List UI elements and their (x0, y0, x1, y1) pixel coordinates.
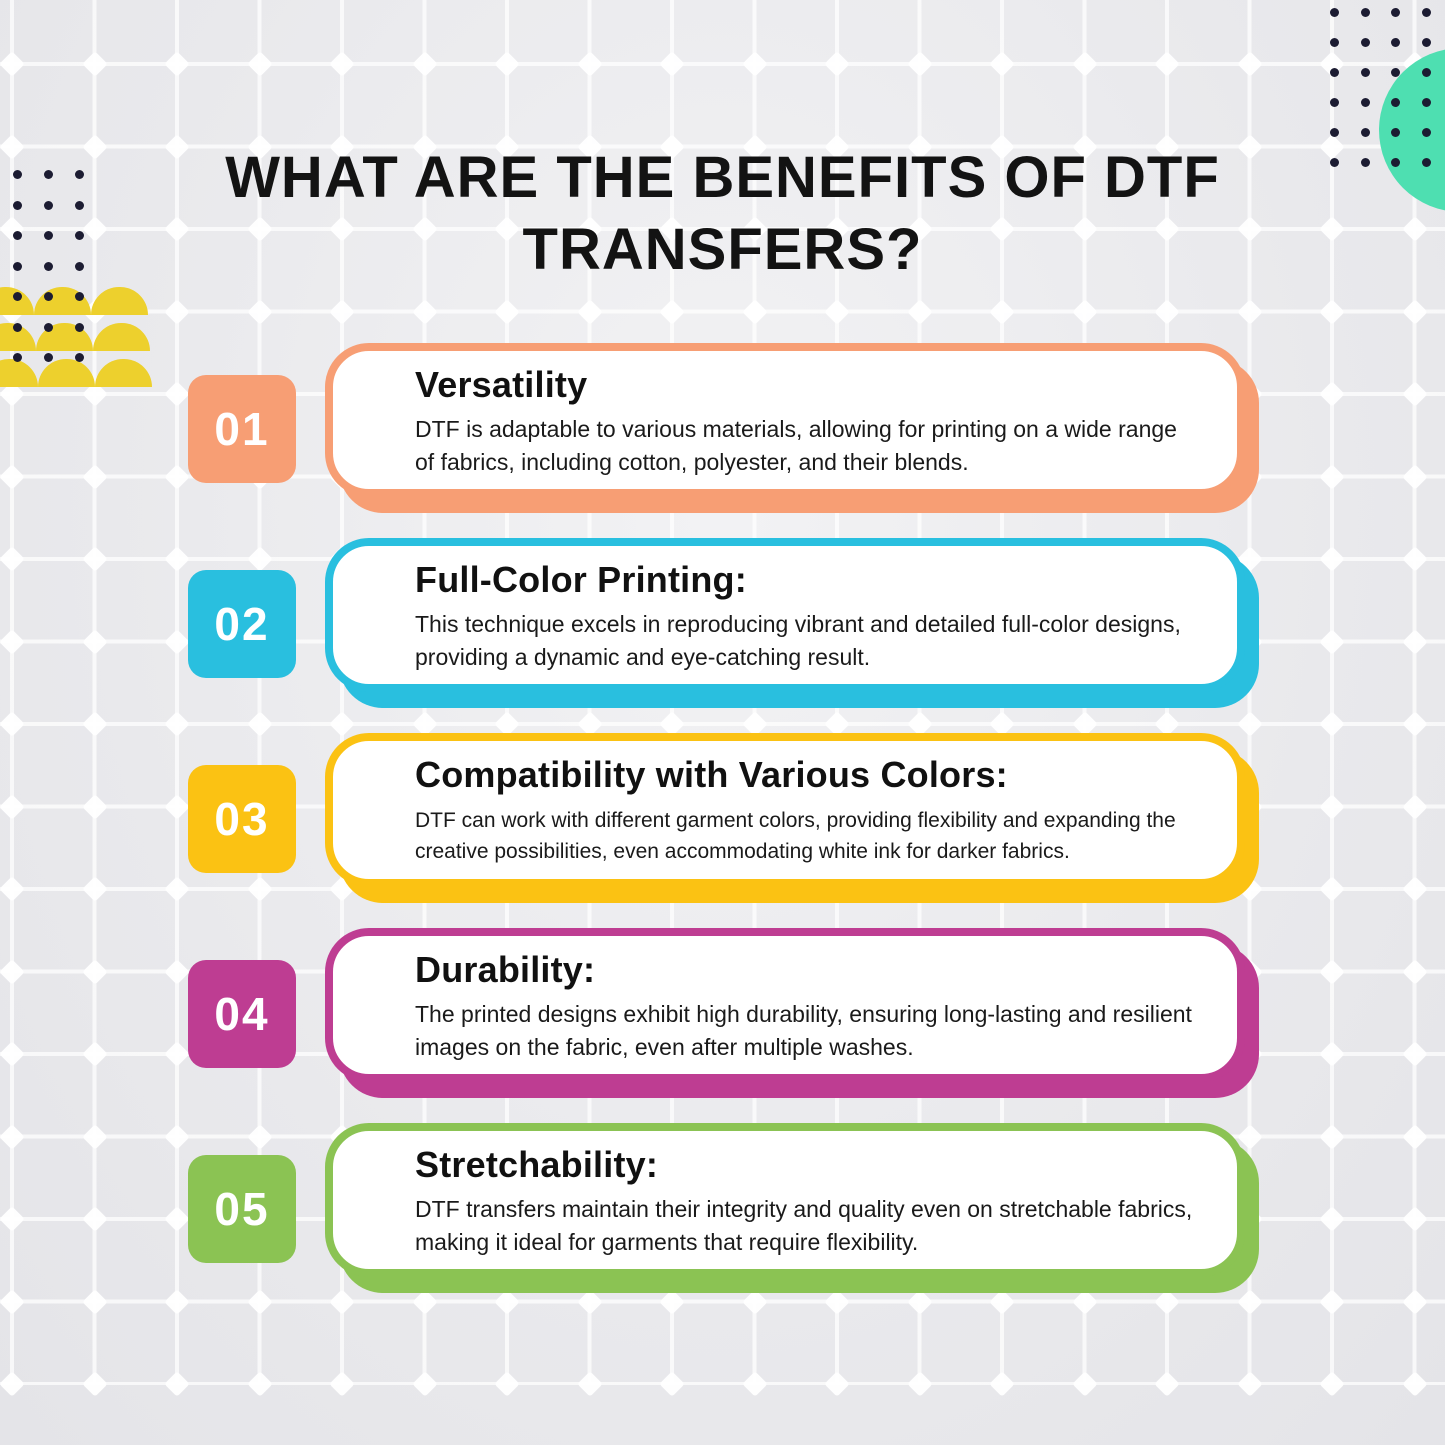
card-body: The printed designs exhibit high durabil… (415, 1001, 1192, 1060)
decor-dot (1360, 98, 1370, 107)
decor-dot (1421, 68, 1431, 77)
decor-dot (1360, 38, 1370, 47)
decor-dot (75, 170, 84, 179)
card-title: Durability: (415, 949, 596, 990)
number-badge-1: 01 (188, 375, 296, 483)
decor-dot (75, 292, 84, 301)
page-title-line2: TRANSFERS? (522, 217, 923, 282)
benefit-card-2: Full-Color Printing: This technique exce… (325, 538, 1245, 692)
decor-dot (75, 200, 84, 210)
decor-dot (1421, 8, 1431, 17)
decor-dot (44, 353, 53, 362)
decor-dot (1360, 68, 1370, 77)
decor-dot (1330, 128, 1339, 137)
decor-dot (1391, 158, 1400, 167)
decor-dot (75, 353, 84, 362)
card-body: DTF is adaptable to various materials, a… (415, 416, 1177, 475)
decor-dot (44, 292, 53, 301)
card-title: Versatility (415, 364, 588, 405)
decor-dot (44, 261, 53, 271)
page-title-line1: WHAT ARE THE BENEFITS OF DTF (225, 145, 1220, 210)
decor-dot (13, 261, 22, 271)
decor-dot (13, 200, 22, 210)
decor-dot (1391, 68, 1400, 77)
decor-dot (1330, 8, 1339, 17)
decor-dot (1391, 128, 1400, 137)
decor-dot (1391, 8, 1400, 17)
card-body: DTF transfers maintain their integrity a… (415, 1196, 1193, 1255)
decor-dot (1360, 158, 1370, 167)
decor-dot (1391, 98, 1400, 107)
number-badge-4: 04 (188, 960, 296, 1068)
benefit-card-3: Compatibility with Various Colors: DTF c… (325, 733, 1245, 887)
decor-dot (1360, 8, 1370, 17)
decor-dot (1360, 128, 1370, 137)
page-title: WHAT ARE THE BENEFITS OF DTF TRANSFERS? (0, 142, 1445, 286)
decor-dot (1330, 158, 1339, 167)
decor-dot (1330, 38, 1339, 47)
number-badge-2: 02 (188, 570, 296, 678)
card-body: This technique excels in reproducing vib… (415, 611, 1181, 670)
decor-dot (75, 261, 84, 271)
decor-dot (1330, 68, 1339, 77)
decor-dot (1391, 38, 1400, 47)
card-body: DTF can work with different garment colo… (415, 809, 1176, 863)
benefit-card-5: Stretchability: DTF transfers maintain t… (325, 1123, 1245, 1277)
benefit-card-1: Versatility DTF is adaptable to various … (325, 343, 1245, 497)
benefit-card-4: Durability: The printed designs exhibit … (325, 928, 1245, 1082)
decor-dot (1421, 98, 1431, 107)
decor-dot (44, 231, 53, 240)
card-title: Full-Color Printing: (415, 559, 747, 600)
decor-dot (13, 322, 22, 332)
decor-dot (44, 170, 53, 179)
decor-dot (1421, 38, 1431, 47)
number-badge-3: 03 (188, 765, 296, 873)
decor-dot (1330, 98, 1339, 107)
decor-dot (13, 353, 22, 362)
decor-dot (1421, 128, 1431, 137)
decor-dot (44, 200, 53, 210)
decor-dot (75, 322, 84, 332)
decor-dot (44, 322, 53, 332)
card-title: Compatibility with Various Colors: (415, 754, 1008, 795)
decor-dot (13, 170, 22, 179)
decor-dot (75, 231, 84, 240)
decor-dot (13, 292, 22, 301)
decor-dot (13, 231, 22, 240)
decor-dot (1421, 158, 1431, 167)
card-title: Stretchability: (415, 1144, 659, 1185)
number-badge-5: 05 (188, 1155, 296, 1263)
